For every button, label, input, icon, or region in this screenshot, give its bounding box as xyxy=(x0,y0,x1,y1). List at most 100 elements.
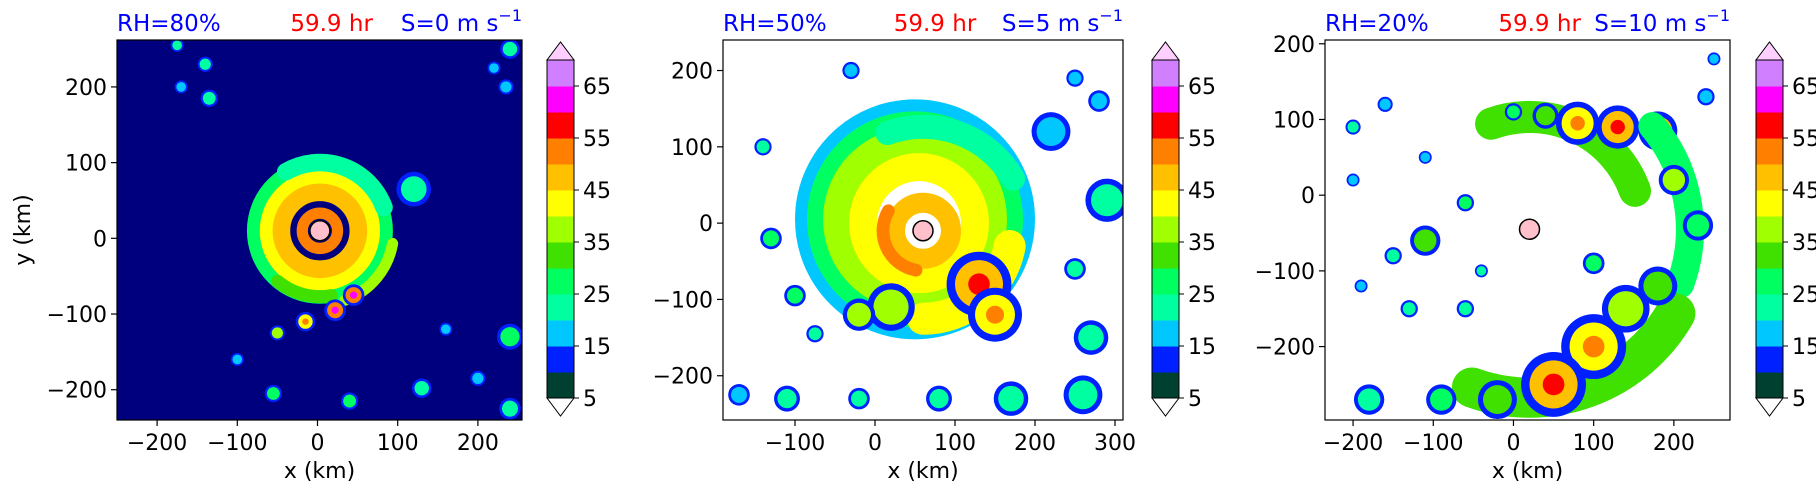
field-cell xyxy=(502,41,518,57)
y-tick-label: 100 xyxy=(1273,108,1315,133)
x-tick-label: 0 xyxy=(868,431,882,456)
colorbar-frame xyxy=(1151,59,1180,399)
colorbar-bin xyxy=(1756,242,1783,269)
colorbar-frame xyxy=(1755,59,1784,399)
x-tick-label: 0 xyxy=(1506,431,1520,456)
x-tick-label: 200 xyxy=(457,431,499,456)
colorbar-bin xyxy=(547,138,574,165)
colorbar-bin xyxy=(1756,86,1783,113)
field-cell xyxy=(266,387,280,400)
panel-2: −100 0 100 200 300 −200 −100 0 100 200 x (km) RH=50… xyxy=(653,6,1216,484)
colorbar-bin xyxy=(1756,372,1783,399)
field-cell xyxy=(1068,380,1098,410)
colorbar-tick-label: 25 xyxy=(1188,283,1216,308)
colorbar-frame xyxy=(546,59,575,399)
field-cell xyxy=(1430,388,1453,411)
colorbar-bin xyxy=(1152,268,1179,295)
colorbar-tick-label: 65 xyxy=(1792,75,1816,100)
colorbar-bin xyxy=(1152,190,1179,217)
field-cell xyxy=(414,380,429,396)
x-axis-label: x (km) xyxy=(284,459,355,484)
field-cell xyxy=(787,287,803,304)
field-cell xyxy=(873,289,909,325)
field-cell xyxy=(1699,90,1713,104)
axes-frame xyxy=(116,39,523,421)
field-cell xyxy=(472,372,484,384)
colorbar-bin xyxy=(1152,242,1179,269)
title-rh: RH=20% xyxy=(1325,11,1429,37)
colorbar-bin xyxy=(1756,268,1783,295)
field-cell xyxy=(1402,302,1416,316)
x-tick-label: −100 xyxy=(765,431,825,456)
colorbar-bin xyxy=(1756,138,1783,165)
field-cell xyxy=(176,82,186,92)
field-cell xyxy=(1091,93,1107,110)
colorbar-tick-label: 25 xyxy=(1792,283,1816,308)
x-tick-label: −200 xyxy=(1323,431,1383,456)
x-tick-label: −100 xyxy=(1403,431,1463,456)
field-cell xyxy=(1476,266,1487,276)
field-cell xyxy=(172,40,182,51)
y-tick-label: −100 xyxy=(1255,260,1315,285)
colorbar-bin xyxy=(547,190,574,217)
colorbar-tick-label: 45 xyxy=(583,179,611,204)
field-ring xyxy=(885,192,961,269)
y-tick-label: −200 xyxy=(47,379,107,404)
field-cell xyxy=(1608,291,1644,327)
field-cell xyxy=(756,140,770,154)
field-cell xyxy=(271,327,284,339)
field-cell xyxy=(1347,121,1359,133)
field-cell xyxy=(489,63,499,73)
field-cell xyxy=(199,58,211,70)
colorbar-tick-label: 65 xyxy=(583,75,611,100)
y-tick-label: 0 xyxy=(93,227,107,252)
colorbar: 5 15 25 35 45 55 65 xyxy=(546,41,611,417)
colorbar-tick-label: 45 xyxy=(1792,179,1816,204)
field-cell xyxy=(202,91,216,105)
colorbar-bin xyxy=(1756,216,1783,243)
axes-frame xyxy=(1324,39,1731,421)
field-cell xyxy=(1482,385,1512,414)
colorbar-bin xyxy=(1152,60,1179,87)
field-cell xyxy=(998,385,1024,412)
colorbar-bin xyxy=(1152,346,1179,373)
field-cell xyxy=(1643,271,1673,301)
colorbar-tick-label: 25 xyxy=(583,283,611,308)
y-tick-label: −100 xyxy=(47,303,107,328)
title-shear: S=0 m s−1 xyxy=(401,6,522,37)
colorbar-extend-low xyxy=(546,397,575,417)
field-cell xyxy=(1420,152,1431,163)
field-cell xyxy=(441,324,451,334)
field-ring xyxy=(272,183,368,279)
field-cell xyxy=(1686,214,1710,237)
colorbar-extend-high xyxy=(1755,41,1784,61)
colorbar-bin xyxy=(1152,320,1179,347)
colorbar-bin xyxy=(1152,138,1179,165)
field-cell xyxy=(500,81,512,93)
colorbar-bin xyxy=(1756,112,1783,139)
field-cell xyxy=(501,400,518,417)
colorbar-bin xyxy=(547,216,574,243)
field-cell xyxy=(1386,249,1400,263)
panel-3: −200 −100 0 100 200 −200 −100 0 100 200 x (km) RH=2… xyxy=(1255,6,1816,484)
colorbar-bin xyxy=(547,372,574,399)
x-tick-label: 300 xyxy=(1094,431,1136,456)
y-tick-label: 0 xyxy=(1301,184,1315,209)
colorbar-bin xyxy=(547,320,574,347)
reflectivity-field xyxy=(1345,52,1721,420)
y-tick-label: 200 xyxy=(1273,33,1315,58)
colorbar-bin xyxy=(1756,346,1783,373)
field-cell xyxy=(1458,302,1472,316)
colorbar: 5 15 25 35 45 55 65 xyxy=(1151,41,1216,417)
colorbar-bin xyxy=(547,294,574,321)
storm-center-marker xyxy=(309,220,331,242)
colorbar-extend-high xyxy=(546,41,575,61)
colorbar: 5 15 25 35 45 55 65 xyxy=(1755,41,1816,417)
colorbar-tick-label: 35 xyxy=(1792,231,1816,256)
title-time: 59.9 hr xyxy=(290,11,373,37)
field-ring xyxy=(849,153,989,294)
field-cell xyxy=(731,386,747,403)
field-cell-core xyxy=(349,291,358,299)
field-cell xyxy=(1067,260,1083,277)
